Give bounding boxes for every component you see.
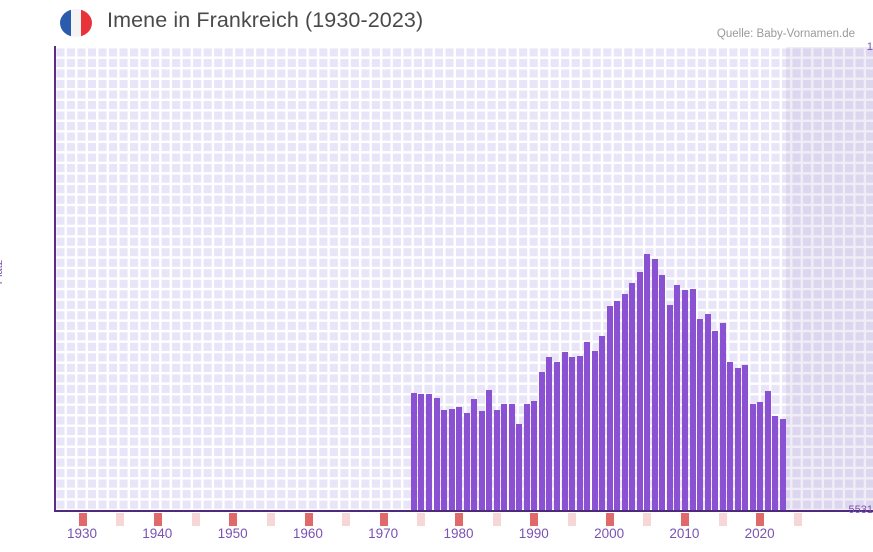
bar [569, 357, 576, 511]
x-axis-tick-label: 2000 [594, 526, 625, 541]
x-axis-tick-label: 1960 [292, 526, 323, 541]
france-flag-circle-icon [60, 9, 92, 37]
bar [576, 355, 583, 511]
bar [531, 401, 538, 511]
bar [493, 410, 500, 511]
bar [704, 313, 711, 511]
bar [697, 318, 704, 511]
bar [629, 282, 636, 511]
bar [508, 403, 515, 511]
bar [523, 404, 530, 511]
bar [742, 364, 749, 511]
x-tick-major [153, 513, 162, 526]
x-tick-minor [116, 513, 125, 526]
chart-title: Imene in Frankreich (1930-2023) [107, 8, 424, 32]
bar [433, 397, 440, 511]
x-tick-major [78, 513, 87, 526]
bar [757, 401, 764, 511]
x-axis-tick-label: 1940 [142, 526, 173, 541]
x-tick-major [304, 513, 313, 526]
bar [719, 322, 726, 511]
x-axis-tick-label: 1930 [66, 526, 98, 541]
bar [727, 361, 734, 511]
x-tick-major [379, 513, 388, 526]
x-tick-major [229, 513, 238, 526]
bar [621, 293, 628, 511]
bar [478, 411, 485, 511]
bar [682, 290, 688, 511]
x-tick-minor [266, 513, 275, 526]
bar [666, 304, 673, 511]
bar [486, 390, 493, 511]
x-tick-major [455, 513, 464, 526]
flag-band-red [81, 9, 92, 37]
y-axis-bottom-label: 5531 [848, 504, 873, 516]
x-tick-minor [718, 513, 727, 526]
chart-header: Imene in Frankreich (1930-2023) Quelle: … [0, 0, 873, 46]
bar [425, 394, 432, 511]
x-axis-tick-marks [55, 513, 873, 526]
x-axis-tick-label: 1970 [368, 526, 399, 541]
plot-area [55, 47, 873, 511]
x-tick-major [605, 513, 614, 526]
bar [779, 418, 786, 511]
bar [463, 412, 470, 511]
x-axis-tick-label: 2010 [669, 526, 700, 541]
y-axis-top-label: 1 [866, 41, 873, 53]
bar [591, 350, 598, 511]
x-tick-minor [342, 513, 351, 526]
flag-band-blue [60, 9, 71, 37]
bar [599, 336, 606, 511]
bar-series [55, 47, 873, 511]
bar [606, 306, 613, 511]
bar [659, 275, 666, 511]
bar [772, 416, 779, 511]
bar [516, 423, 523, 511]
bar [749, 403, 756, 511]
flag-band-white [70, 9, 82, 37]
x-tick-minor [191, 513, 200, 526]
source-attribution: Quelle: Baby-Vornamen.de [716, 28, 855, 40]
bar [448, 408, 455, 511]
y-axis-title: Platz [0, 259, 6, 285]
bar [561, 352, 568, 511]
bar [553, 361, 560, 511]
bar [712, 330, 719, 511]
x-tick-minor [417, 513, 426, 526]
x-tick-minor [492, 513, 501, 526]
bar [636, 271, 643, 511]
no-data-shade-region [785, 47, 873, 511]
bar [651, 259, 658, 511]
bar [456, 406, 463, 511]
bar [538, 371, 545, 511]
bar [644, 254, 651, 511]
x-tick-major [756, 513, 765, 526]
bar [674, 285, 681, 511]
x-axis-line [54, 510, 873, 513]
x-axis-tick-label: 1950 [217, 526, 248, 541]
x-tick-minor [568, 513, 577, 526]
y-axis-line [54, 46, 57, 512]
bar [546, 356, 553, 511]
x-axis-tick-label: 2020 [744, 526, 775, 541]
x-tick-major [530, 513, 539, 526]
bar [614, 301, 621, 511]
bar [689, 288, 696, 511]
bar [734, 368, 741, 511]
bar [410, 392, 417, 511]
bar [584, 342, 591, 511]
x-axis-tick-label: 1980 [443, 526, 474, 541]
bar [441, 410, 448, 511]
bar [471, 399, 478, 511]
bar [418, 394, 425, 511]
bar [764, 390, 771, 511]
bar [501, 404, 508, 511]
x-tick-minor [643, 513, 652, 526]
x-tick-minor [793, 513, 802, 526]
x-tick-major [681, 513, 689, 526]
x-axis-tick-label: 1990 [518, 526, 549, 541]
